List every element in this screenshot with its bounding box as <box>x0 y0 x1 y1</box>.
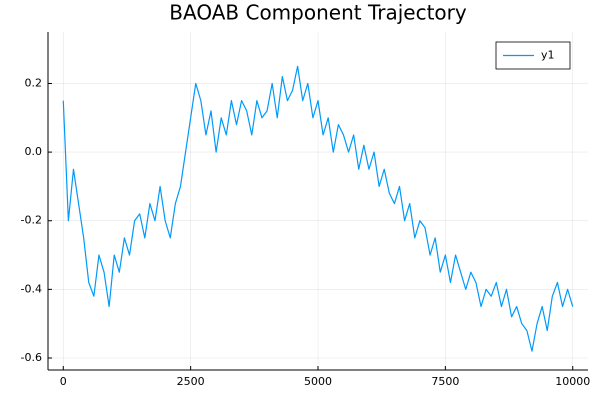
x-tick-label: 2500 <box>177 375 205 388</box>
y-tick-label: -0.4 <box>21 282 42 295</box>
data-line <box>62 65 574 352</box>
y-tick-label: 0.2 <box>25 76 43 89</box>
x-tick-label: 10000 <box>555 375 590 388</box>
y-tick-label: -0.6 <box>21 351 42 364</box>
chart-title: BAOAB Component Trajectory <box>169 1 467 25</box>
y-tick-label: 0.0 <box>25 145 43 158</box>
y-tick-label: -0.2 <box>21 214 42 227</box>
x-tick-label: 7500 <box>431 375 459 388</box>
legend-label: y1 <box>541 49 555 62</box>
x-tick-label: 0 <box>60 375 67 388</box>
x-tick-label: 5000 <box>304 375 332 388</box>
